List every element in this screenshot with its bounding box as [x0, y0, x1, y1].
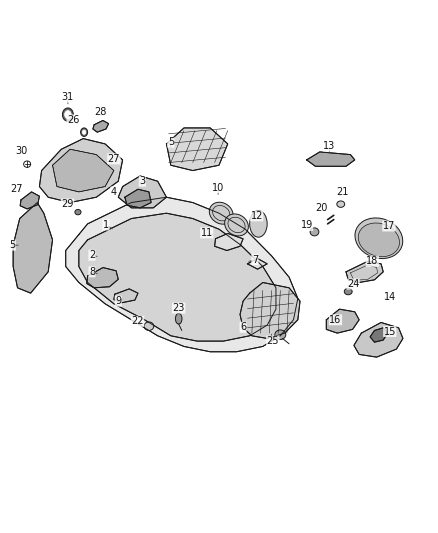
Text: 17: 17	[383, 221, 395, 231]
Text: 11: 11	[201, 228, 213, 238]
Polygon shape	[114, 289, 138, 303]
Text: 25: 25	[267, 336, 279, 346]
Polygon shape	[166, 128, 228, 171]
Ellipse shape	[75, 209, 81, 215]
Text: 27: 27	[108, 154, 120, 164]
Text: 27: 27	[11, 184, 23, 193]
Ellipse shape	[81, 128, 88, 136]
Polygon shape	[346, 261, 383, 282]
Ellipse shape	[355, 218, 403, 259]
Text: 31: 31	[62, 92, 74, 102]
Text: 6: 6	[240, 322, 246, 332]
Text: 7: 7	[252, 255, 258, 264]
Ellipse shape	[358, 223, 399, 257]
Polygon shape	[125, 189, 151, 208]
Ellipse shape	[344, 288, 352, 295]
Polygon shape	[240, 282, 300, 338]
Polygon shape	[215, 233, 243, 251]
Polygon shape	[79, 213, 276, 341]
Ellipse shape	[275, 330, 286, 340]
Text: 15: 15	[384, 327, 396, 336]
Ellipse shape	[250, 211, 267, 237]
Ellipse shape	[62, 108, 73, 122]
Polygon shape	[53, 149, 114, 192]
Ellipse shape	[337, 201, 345, 207]
Text: 5: 5	[9, 240, 15, 250]
Text: 4: 4	[111, 187, 117, 197]
Ellipse shape	[144, 322, 154, 330]
Text: 18: 18	[366, 256, 378, 266]
Polygon shape	[307, 152, 355, 166]
Ellipse shape	[82, 130, 86, 134]
Ellipse shape	[175, 313, 182, 324]
Text: 30: 30	[15, 147, 27, 156]
Text: 12: 12	[251, 211, 263, 221]
Polygon shape	[370, 328, 388, 342]
Polygon shape	[247, 259, 267, 269]
Text: 13: 13	[323, 141, 336, 151]
Text: 1: 1	[103, 220, 109, 230]
Ellipse shape	[225, 214, 248, 236]
Text: 23: 23	[173, 303, 185, 313]
Text: 16: 16	[329, 315, 342, 325]
Polygon shape	[39, 139, 123, 203]
Text: 19: 19	[300, 221, 313, 230]
Polygon shape	[118, 176, 166, 208]
Polygon shape	[66, 197, 298, 352]
Polygon shape	[20, 192, 39, 209]
Text: 28: 28	[95, 107, 107, 117]
Ellipse shape	[310, 228, 319, 236]
Text: 20: 20	[316, 203, 328, 213]
Text: 3: 3	[139, 176, 145, 186]
Text: 26: 26	[67, 115, 79, 125]
Text: 29: 29	[61, 199, 74, 209]
Text: 10: 10	[212, 183, 224, 192]
Text: 21: 21	[336, 187, 349, 197]
Text: 2: 2	[89, 251, 95, 260]
Polygon shape	[354, 322, 403, 357]
Polygon shape	[87, 268, 118, 288]
Text: 8: 8	[89, 267, 95, 277]
Text: 9: 9	[115, 296, 121, 306]
Polygon shape	[13, 203, 53, 293]
Polygon shape	[326, 309, 359, 333]
Text: 22: 22	[131, 317, 144, 326]
Text: 5: 5	[168, 138, 174, 147]
Ellipse shape	[209, 202, 233, 224]
Ellipse shape	[65, 110, 71, 118]
Text: 24: 24	[347, 279, 359, 289]
Polygon shape	[93, 120, 109, 132]
Text: 14: 14	[384, 292, 396, 302]
